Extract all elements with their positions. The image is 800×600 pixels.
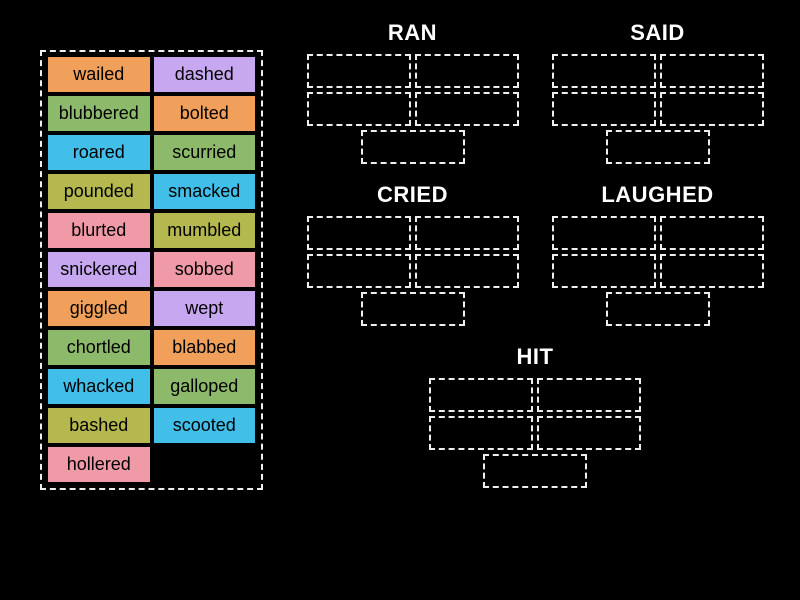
drop-slot[interactable] [429, 378, 533, 412]
target-group-laughed: LAUGHED [548, 182, 768, 330]
drop-slot[interactable] [537, 416, 641, 450]
drop-slot[interactable] [307, 92, 411, 126]
word-row: chortledblabbed [46, 328, 257, 367]
drop-slot[interactable] [552, 54, 656, 88]
target-heading-cried: CRIED [377, 182, 448, 208]
word-tile-wailed[interactable]: wailed [46, 55, 152, 94]
word-tile-wept[interactable]: wept [152, 289, 258, 328]
word-tile-whacked[interactable]: whacked [46, 367, 152, 406]
target-heading-said: SAID [630, 20, 685, 46]
target-group-hit: HIT [425, 344, 645, 492]
target-row: RAN SAID [295, 20, 775, 168]
drop-slot[interactable] [415, 216, 519, 250]
drop-slot[interactable] [307, 54, 411, 88]
drop-slot[interactable] [537, 378, 641, 412]
word-row: giggledwept [46, 289, 257, 328]
target-row: CRIED LAUGHED [295, 182, 775, 330]
word-tile-bolted[interactable]: bolted [152, 94, 258, 133]
target-heading-hit: HIT [517, 344, 554, 370]
word-tile-roared[interactable]: roared [46, 133, 152, 172]
word-tile-galloped[interactable]: galloped [152, 367, 258, 406]
word-tile-chortled[interactable]: chortled [46, 328, 152, 367]
word-tile-blabbed[interactable]: blabbed [152, 328, 258, 367]
word-row: snickeredsobbed [46, 250, 257, 289]
word-tile-dashed[interactable]: dashed [152, 55, 258, 94]
word-row: blurtedmumbled [46, 211, 257, 250]
drop-slot[interactable] [307, 216, 411, 250]
target-group-ran: RAN [303, 20, 523, 168]
word-tile-snickered[interactable]: snickered [46, 250, 152, 289]
drop-slot[interactable] [415, 92, 519, 126]
drop-slot[interactable] [660, 254, 764, 288]
word-tile-smacked[interactable]: smacked [152, 172, 258, 211]
target-row: HIT [295, 344, 775, 492]
word-tile-bashed[interactable]: bashed [46, 406, 152, 445]
word-row: roaredscurried [46, 133, 257, 172]
drop-slot[interactable] [606, 292, 710, 326]
word-tile-scooted[interactable]: scooted [152, 406, 258, 445]
word-row: blubberedbolted [46, 94, 257, 133]
target-group-said: SAID [548, 20, 768, 168]
drop-slot[interactable] [552, 92, 656, 126]
drop-slot[interactable] [361, 292, 465, 326]
drop-slot[interactable] [660, 92, 764, 126]
word-tile-mumbled[interactable]: mumbled [152, 211, 258, 250]
target-heading-laughed: LAUGHED [601, 182, 713, 208]
drop-slot[interactable] [415, 254, 519, 288]
word-row: bashedscooted [46, 406, 257, 445]
drop-slot[interactable] [307, 254, 411, 288]
word-tile-giggled[interactable]: giggled [46, 289, 152, 328]
drop-slot[interactable] [660, 216, 764, 250]
word-row: hollered [46, 445, 257, 484]
drop-slot[interactable] [660, 54, 764, 88]
drop-slot[interactable] [606, 130, 710, 164]
word-tile-blurted[interactable]: blurted [46, 211, 152, 250]
drop-slot[interactable] [552, 216, 656, 250]
word-tile-hollered[interactable]: hollered [46, 445, 152, 484]
drop-slot[interactable] [415, 54, 519, 88]
target-heading-ran: RAN [388, 20, 437, 46]
word-row: whackedgalloped [46, 367, 257, 406]
drop-slot[interactable] [429, 416, 533, 450]
word-tile-sobbed[interactable]: sobbed [152, 250, 258, 289]
drop-slot[interactable] [483, 454, 587, 488]
word-bank: waileddashedblubberedboltedroaredscurrie… [40, 50, 263, 490]
word-row: waileddashed [46, 55, 257, 94]
word-tile-empty [152, 445, 257, 484]
word-tile-blubbered[interactable]: blubbered [46, 94, 152, 133]
drop-slot[interactable] [361, 130, 465, 164]
drop-slot[interactable] [552, 254, 656, 288]
targets-area: RAN SAID CRIED LAUGHED HIT [295, 20, 775, 506]
word-tile-scurried[interactable]: scurried [152, 133, 258, 172]
target-group-cried: CRIED [303, 182, 523, 330]
word-row: poundedsmacked [46, 172, 257, 211]
word-tile-pounded[interactable]: pounded [46, 172, 152, 211]
